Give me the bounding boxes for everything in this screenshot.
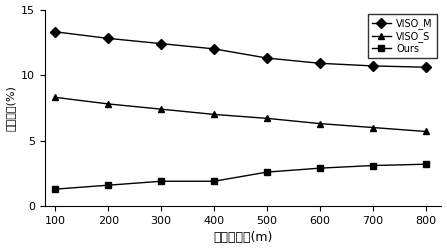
VISO_M: [370, 64, 375, 68]
VISO_M: [159, 42, 164, 45]
VISO_M: [53, 30, 58, 33]
VISO_S: [159, 108, 164, 111]
Y-axis label: 位移误差(%): 位移误差(%): [5, 85, 16, 131]
VISO_S: [423, 130, 428, 133]
VISO_S: [370, 126, 375, 129]
Legend: VISO_M, VISO_S, Ours: VISO_M, VISO_S, Ours: [368, 14, 437, 58]
Line: Ours: Ours: [52, 161, 429, 192]
VISO_M: [264, 56, 270, 59]
VISO_S: [264, 117, 270, 120]
VISO_M: [105, 37, 111, 40]
Ours: [53, 188, 58, 191]
VISO_M: [317, 62, 322, 65]
Ours: [317, 167, 322, 170]
Ours: [370, 164, 375, 167]
VISO_M: [211, 48, 217, 50]
X-axis label: 子序列长度(m): 子序列长度(m): [214, 232, 273, 244]
VISO_S: [317, 122, 322, 125]
VISO_M: [423, 66, 428, 69]
Line: VISO_S: VISO_S: [52, 94, 429, 135]
Ours: [211, 180, 217, 183]
VISO_S: [53, 96, 58, 99]
Ours: [159, 180, 164, 183]
Line: VISO_M: VISO_M: [52, 28, 429, 71]
Ours: [264, 170, 270, 173]
VISO_S: [211, 113, 217, 116]
VISO_S: [105, 102, 111, 106]
Ours: [423, 163, 428, 166]
Ours: [105, 184, 111, 187]
